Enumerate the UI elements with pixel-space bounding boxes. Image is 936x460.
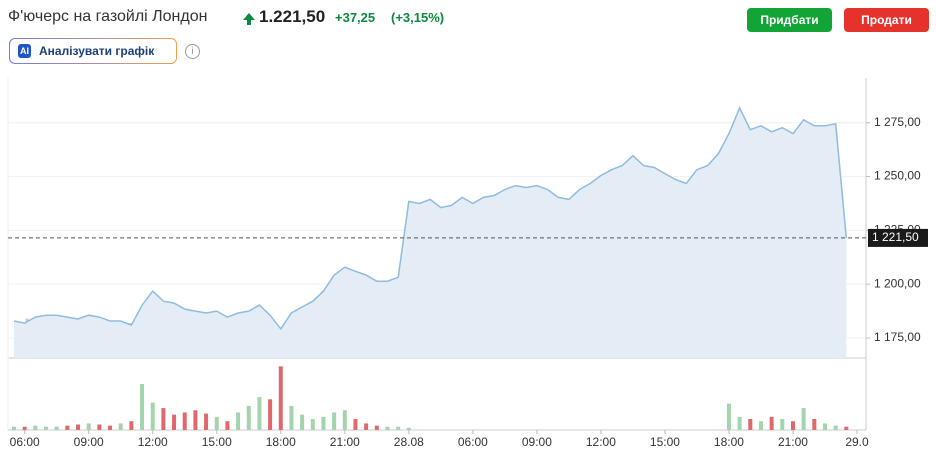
volume-bar bbox=[801, 408, 806, 430]
volume-bar bbox=[12, 426, 16, 430]
volume-bar bbox=[22, 426, 27, 430]
volume-bar bbox=[364, 423, 369, 430]
volume-bar bbox=[129, 421, 134, 430]
price-area bbox=[14, 107, 847, 359]
volume-bar bbox=[214, 416, 219, 430]
sell-button[interactable]: Продати bbox=[844, 8, 929, 32]
volume-bar bbox=[406, 427, 411, 430]
volume-bar bbox=[332, 412, 337, 430]
analyze-button[interactable]: AI Аналізувати графік bbox=[9, 38, 177, 64]
volume-bar bbox=[236, 412, 241, 430]
volume-bar bbox=[748, 419, 753, 430]
volume-bar bbox=[758, 421, 763, 430]
x-tick-label: 29.0 bbox=[845, 435, 869, 449]
analyze-label: Аналізувати графік bbox=[39, 44, 155, 58]
volume-bar bbox=[65, 425, 70, 430]
volume-bar bbox=[172, 414, 177, 430]
volume-bar bbox=[204, 413, 209, 430]
volume-bar bbox=[790, 421, 795, 430]
volume-bar bbox=[97, 424, 102, 430]
volume-bar bbox=[385, 426, 390, 430]
y-tick-label: 1 275,00 bbox=[874, 115, 921, 129]
volume-bar bbox=[780, 419, 785, 430]
volume-bar bbox=[300, 414, 305, 430]
price-change: +37,25 bbox=[335, 10, 376, 25]
volume-bar bbox=[44, 426, 49, 430]
x-tick-label: 15:00 bbox=[650, 435, 680, 449]
ai-icon: AI bbox=[18, 44, 31, 58]
current-price-label: 1 221,50 bbox=[872, 230, 919, 244]
x-tick-label: 18:00 bbox=[714, 435, 744, 449]
volume-bar bbox=[769, 416, 774, 430]
x-tick-label: 21:00 bbox=[330, 435, 360, 449]
volume-bar bbox=[353, 419, 358, 430]
volume-bar bbox=[86, 423, 91, 430]
volume-bar bbox=[268, 399, 273, 430]
volume-bar bbox=[225, 421, 230, 430]
volume-bar bbox=[33, 425, 38, 430]
buy-button[interactable]: Придбати bbox=[747, 8, 832, 32]
volume-bar bbox=[289, 405, 294, 430]
price-change-pct: (+3,15%) bbox=[391, 10, 445, 25]
volume-bar bbox=[150, 402, 155, 430]
x-tick-label: 28.08 bbox=[394, 435, 424, 449]
info-icon[interactable]: i bbox=[185, 44, 200, 59]
volume-bar bbox=[161, 408, 166, 430]
price-line bbox=[13, 106, 848, 331]
y-tick-label: 1 175,00 bbox=[874, 330, 921, 344]
volume-bar bbox=[396, 426, 401, 430]
x-tick-label: 12:00 bbox=[586, 435, 616, 449]
x-tick-label: 06:00 bbox=[458, 435, 488, 449]
volume-bar bbox=[374, 425, 379, 430]
volume-bar bbox=[844, 426, 849, 430]
volume-bar bbox=[118, 423, 123, 430]
volume-bar bbox=[182, 412, 187, 430]
volume-bar bbox=[342, 410, 347, 430]
x-tick-label: 09:00 bbox=[522, 435, 552, 449]
x-tick-label: 21:00 bbox=[778, 435, 808, 449]
volume-bar bbox=[278, 366, 283, 430]
volume-bar bbox=[257, 397, 262, 430]
volume-bar bbox=[76, 424, 81, 430]
price: 1.221,50 bbox=[259, 7, 326, 26]
volume-bar bbox=[833, 425, 838, 430]
volume-bar bbox=[812, 419, 817, 430]
volume-bar bbox=[246, 405, 251, 430]
volume-bar bbox=[726, 403, 731, 430]
volume-bar bbox=[54, 426, 59, 430]
x-tick-label: 15:00 bbox=[202, 435, 232, 449]
volume-bar bbox=[140, 383, 145, 430]
volume-bar bbox=[737, 416, 742, 430]
y-tick-label: 1 200,00 bbox=[874, 276, 921, 290]
volume-bar bbox=[310, 419, 315, 430]
volume-bar bbox=[321, 416, 326, 430]
volume-bar bbox=[193, 410, 198, 430]
volume-bar bbox=[822, 423, 827, 430]
x-tick-label: 06:00 bbox=[10, 435, 40, 449]
volume-bar bbox=[108, 425, 113, 430]
y-tick-label: 1 250,00 bbox=[874, 169, 921, 183]
x-tick-label: 09:00 bbox=[74, 435, 104, 449]
instrument-title: Ф'ючерс на газойлі Лондон bbox=[8, 8, 208, 25]
up-arrow bbox=[243, 13, 255, 25]
current-price-box bbox=[868, 228, 928, 247]
x-tick-label: 12:00 bbox=[138, 435, 168, 449]
x-tick-label: 18:00 bbox=[266, 435, 296, 449]
